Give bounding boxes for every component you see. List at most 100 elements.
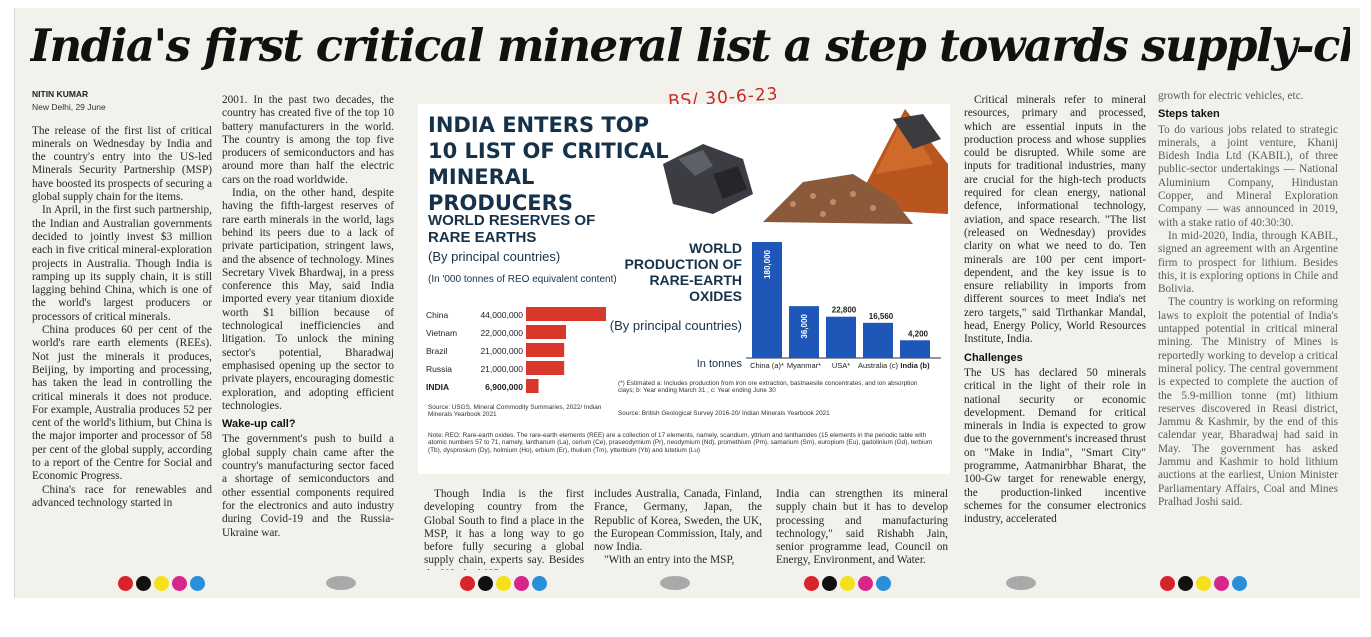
- paragraph: China's race for renewables and advanced…: [32, 483, 212, 509]
- paragraph: The government's push to build a global …: [222, 433, 394, 539]
- article-column-5: India can strengthen its mineral supply …: [776, 488, 948, 570]
- paragraph: India can strengthen its mineral supply …: [776, 488, 948, 567]
- infographic: INDIA ENTERS TOP 10 LIST OF CRITICAL MIN…: [418, 104, 950, 474]
- reserves-bar: [526, 307, 606, 321]
- registration-marks: [460, 576, 547, 591]
- production-value-label: 16,560: [869, 312, 894, 321]
- production-category-label: Myanmar*: [787, 361, 821, 370]
- article-column-4: includes Australia, Canada, Finland, Fra…: [594, 488, 762, 570]
- paragraph: The country is working on reforming laws…: [1158, 296, 1338, 508]
- registration-dot: [154, 576, 169, 591]
- production-category-label: India (b): [900, 361, 930, 370]
- reserves-value-label: 21,000,000: [480, 364, 523, 374]
- production-category-label: USA*: [832, 361, 850, 370]
- paragraph: 2001. In the past two decades, the count…: [222, 94, 394, 186]
- subheading: Wake-up call?: [222, 418, 296, 431]
- registration-dot: [172, 576, 187, 591]
- production-bar: [789, 306, 819, 358]
- production-value-label: 180,000: [763, 249, 772, 278]
- registration-dot: [496, 576, 511, 591]
- production-chart-units: In tonnes: [696, 358, 742, 370]
- reserves-chart-title: WORLD RESERVES OF RARE EARTHS: [428, 212, 596, 246]
- production-chart-title: WORLD PRODUCTION OF RARE-EARTH OXIDES: [624, 240, 742, 304]
- reserves-bar: [526, 361, 565, 375]
- registration-dot: [478, 576, 493, 591]
- reserves-bar: [526, 325, 566, 339]
- production-bar-chart: 180,000 China (a)* 36,000 Myanmar* 22,800 USA…: [746, 242, 941, 370]
- registration-dot: [118, 576, 133, 591]
- production-category-label: China (a)*: [750, 361, 784, 370]
- registration-dot: [532, 576, 547, 591]
- registration-grey-mark: [660, 576, 690, 590]
- reserves-category-label: Brazil: [426, 346, 447, 356]
- article-column-3: Though India is the first developing cou…: [424, 488, 584, 570]
- article-column-2: 2001. In the past two decades, the count…: [222, 94, 394, 568]
- reserves-value-label: 22,000,000: [480, 328, 523, 338]
- infographic-note: Note: REO: Rare-earth oxides. The rare-e…: [428, 432, 933, 454]
- paragraph: China produces 60 per cent of the world'…: [32, 324, 212, 483]
- article-column-1: NITIN KUMAR New Delhi, 29 June The relea…: [32, 88, 212, 568]
- paragraph: The US has declared 50 minerals critical…: [964, 366, 1146, 526]
- article-column-6: Critical minerals refer to mineral resou…: [964, 94, 1146, 570]
- article-headline: India's first critical mineral list a st…: [30, 19, 1350, 72]
- paragraph: To do various jobs related to strategic …: [1158, 123, 1338, 229]
- production-bar: [863, 322, 893, 358]
- registration-marks: [804, 576, 891, 591]
- registration-dot: [1196, 576, 1211, 591]
- infographic-title: INDIA ENTERS TOP 10 LIST OF CRITICAL MIN…: [428, 113, 669, 215]
- paragraph: growth for electric vehicles, etc.: [1158, 90, 1304, 102]
- paragraph: The release of the first list of critica…: [32, 124, 212, 204]
- registration-dot: [136, 576, 151, 591]
- reserves-bar-chart: China 44,000,000 Vietnam 22,000,000 Brazil 21…: [426, 307, 606, 393]
- minerals-photo: [663, 109, 948, 224]
- footnotes: (*) Estimated a: Includes production fro…: [618, 380, 918, 395]
- paragraph: "With an entry into the MSP,: [604, 554, 735, 567]
- production-bar: [900, 340, 930, 358]
- dateline: New Delhi, 29 June: [32, 102, 106, 113]
- reserves-bar: [526, 379, 539, 393]
- registration-dot: [1178, 576, 1193, 591]
- registration-dot: [822, 576, 837, 591]
- registration-dot: [1232, 576, 1247, 591]
- paragraph: In mid-2020, India, through KABIL, signe…: [1158, 229, 1338, 296]
- paragraph: Critical minerals refer to mineral resou…: [964, 94, 1146, 346]
- byline: NITIN KUMAR: [32, 89, 89, 99]
- production-value-label: 36,000: [800, 314, 809, 339]
- reserves-chart-subtitle: (By principal countries): [428, 249, 561, 264]
- article-column-7: growth for electric vehicles, etc. Steps…: [1158, 90, 1338, 570]
- production-value-label: 4,200: [908, 329, 929, 338]
- reserves-chart-units: (In '000 tonnes of REO equivalent conten…: [428, 274, 617, 285]
- reserves-category-label: Russia: [426, 364, 452, 374]
- registration-grey-mark: [326, 576, 356, 590]
- paragraph: India, on the other hand, despite having…: [222, 187, 394, 412]
- registration-dot: [1214, 576, 1229, 591]
- reserves-value-label: 21,000,000: [480, 346, 523, 356]
- registration-dot: [514, 576, 529, 591]
- registration-dot: [804, 576, 819, 591]
- reserves-category-label: INDIA: [426, 382, 449, 392]
- reserves-value-label: 6,900,000: [485, 382, 523, 392]
- source-left: Source: USGS, Mineral Commodity Summarie…: [428, 404, 602, 419]
- registration-marks: [118, 576, 205, 591]
- reserves-category-label: Vietnam: [426, 328, 457, 338]
- registration-dot: [858, 576, 873, 591]
- production-value-label: 22,800: [832, 306, 857, 315]
- registration-dot: [1160, 576, 1175, 591]
- production-bar: [752, 242, 782, 358]
- reserves-value-label: 44,000,000: [480, 310, 523, 320]
- production-category-label: Australia (c): [858, 361, 899, 370]
- source-right: Source: British Geological Survey 2016-2…: [618, 410, 830, 417]
- registration-dot: [460, 576, 475, 591]
- registration-grey-mark: [1006, 576, 1036, 590]
- production-chart-subtitle: (By principal countries): [609, 318, 742, 333]
- production-bar: [826, 316, 856, 358]
- paragraph: includes Australia, Canada, Finland, Fra…: [594, 488, 762, 554]
- paragraph: In April, in the first such partnership,…: [32, 204, 212, 323]
- subheading: Challenges: [964, 351, 1023, 364]
- registration-marks: [1160, 576, 1247, 591]
- reserves-bar: [526, 343, 565, 357]
- registration-dot: [190, 576, 205, 591]
- registration-dot: [876, 576, 891, 591]
- subheading: Steps taken: [1158, 108, 1220, 121]
- reserves-category-label: China: [426, 310, 448, 320]
